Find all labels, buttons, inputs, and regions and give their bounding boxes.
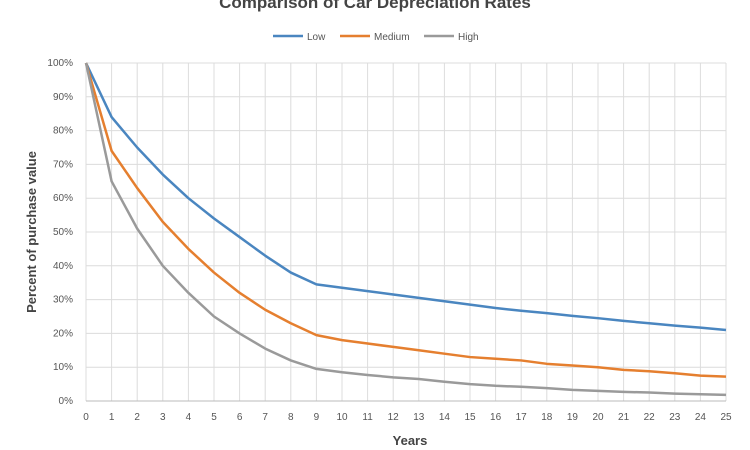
y-tick-label: 0% bbox=[59, 396, 74, 407]
x-tick-label: 13 bbox=[413, 412, 425, 423]
y-tick-label: 70% bbox=[53, 159, 73, 170]
chart-title: Comparison of Car Depreciation Rates bbox=[219, 0, 531, 12]
y-axis-label: Percent of purchase value bbox=[24, 151, 39, 313]
x-tick-label: 10 bbox=[336, 412, 348, 423]
x-tick-label: 12 bbox=[388, 412, 400, 423]
x-tick-label: 9 bbox=[314, 412, 320, 423]
series-line-medium bbox=[84, 62, 727, 378]
x-tick-label: 24 bbox=[695, 412, 707, 423]
y-tick-label: 20% bbox=[53, 328, 73, 339]
legend-label-medium: Medium bbox=[374, 32, 410, 43]
x-tick-label: 0 bbox=[83, 412, 89, 423]
x-tick-label: 18 bbox=[541, 412, 553, 423]
x-tick-label: 25 bbox=[720, 412, 732, 423]
x-tick-label: 16 bbox=[490, 412, 502, 423]
tick-labels: 0%10%20%30%40%50%60%70%80%90%100%0 1 2 3 4 5 6… bbox=[47, 58, 732, 423]
series-lines bbox=[84, 62, 727, 397]
x-tick-label: 11 bbox=[362, 412, 373, 423]
x-tick-label: 8 bbox=[288, 412, 294, 423]
x-tick-label: 21 bbox=[618, 412, 630, 423]
x-tick-label: 17 bbox=[516, 412, 528, 423]
series-line-high bbox=[84, 62, 727, 397]
grid bbox=[85, 62, 727, 402]
x-tick-label: 22 bbox=[644, 412, 656, 423]
y-tick-label: 90% bbox=[53, 92, 73, 103]
y-tick-label: 40% bbox=[53, 261, 73, 272]
y-tick-label: 80% bbox=[53, 126, 73, 137]
legend-label-low: Low bbox=[307, 32, 326, 43]
x-tick-label: 20 bbox=[592, 412, 604, 423]
x-tick-label: 7 bbox=[262, 412, 268, 423]
series-line-low bbox=[84, 62, 727, 332]
y-tick-label: 10% bbox=[53, 362, 73, 373]
x-tick-label: 15 bbox=[464, 412, 476, 423]
x-axis-label: Years bbox=[393, 433, 428, 448]
legend: Low Medium High bbox=[273, 32, 479, 43]
x-tick-label: 19 bbox=[567, 412, 579, 423]
y-tick-label: 50% bbox=[53, 227, 73, 238]
x-tick-label: 5 bbox=[211, 412, 217, 423]
x-tick-label: 2 bbox=[134, 412, 140, 423]
x-tick-label: 23 bbox=[669, 412, 681, 423]
legend-label-high: High bbox=[458, 32, 479, 43]
x-tick-label: 6 bbox=[237, 412, 243, 423]
y-tick-label: 30% bbox=[53, 295, 73, 306]
y-tick-label: 60% bbox=[53, 193, 73, 204]
y-tick-label: 100% bbox=[47, 58, 73, 69]
x-tick-label: 4 bbox=[186, 412, 192, 423]
x-tick-label: 14 bbox=[439, 412, 451, 423]
x-tick-label: 3 bbox=[160, 412, 166, 423]
x-tick-label: 1 bbox=[109, 412, 115, 423]
